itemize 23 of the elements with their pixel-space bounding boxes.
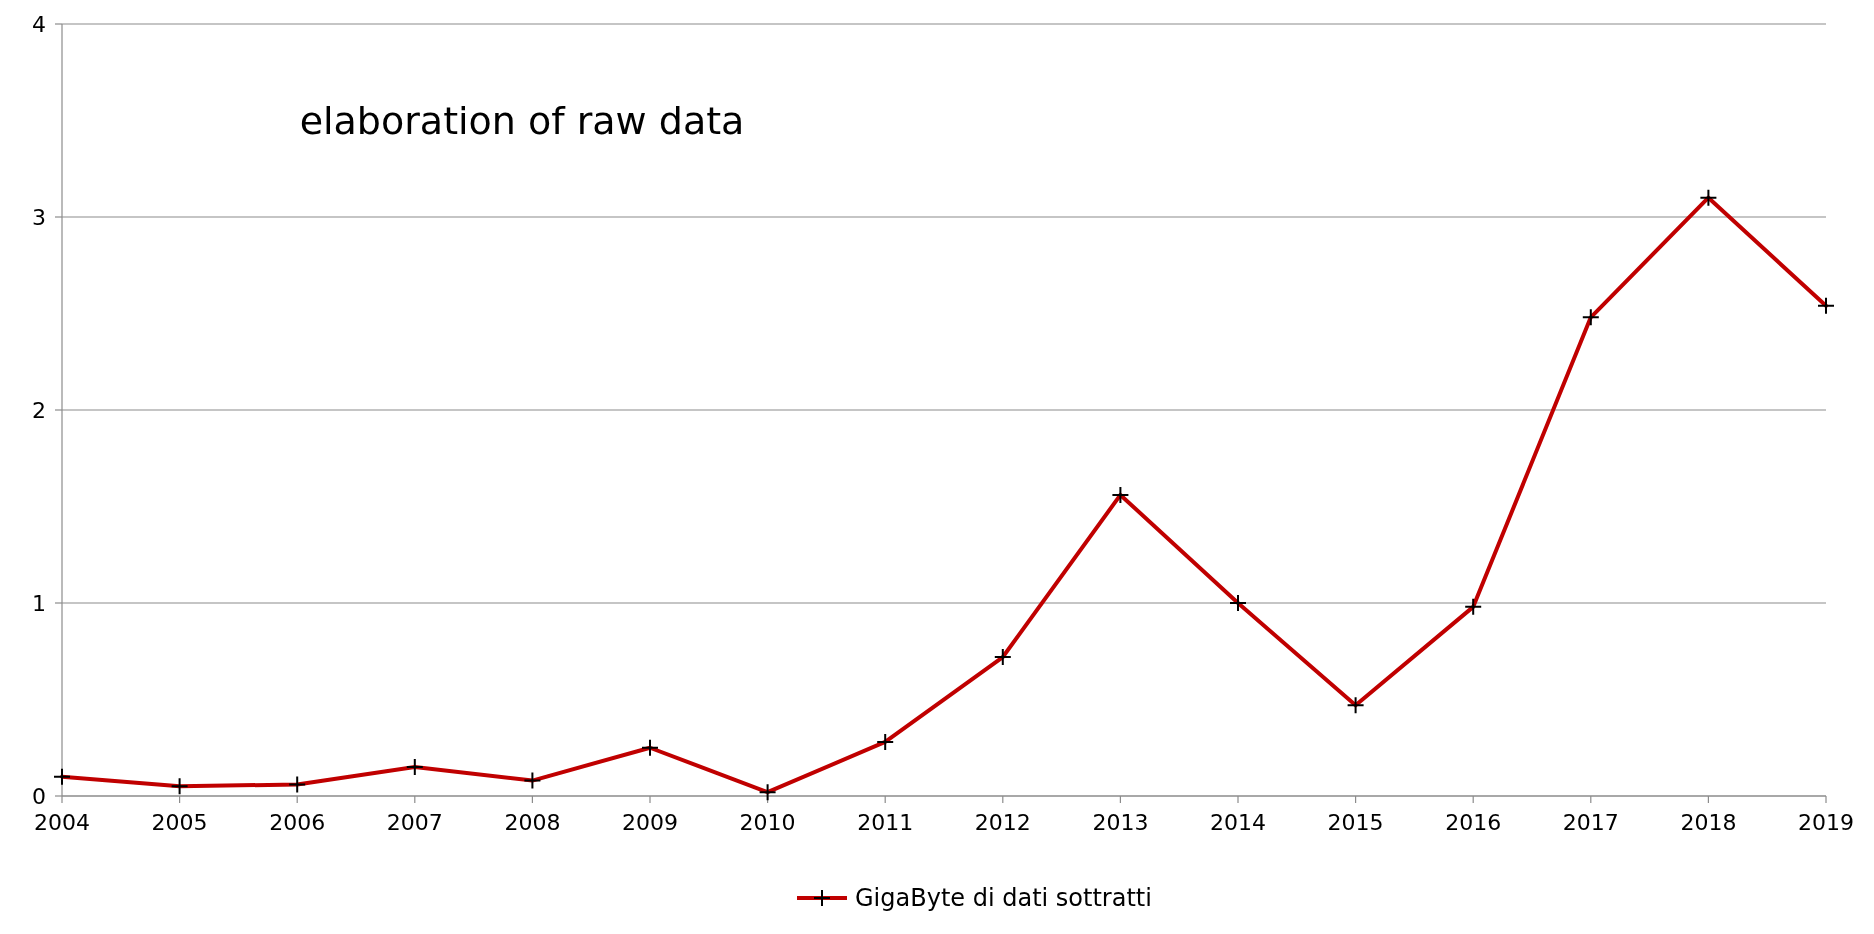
x-tick-label: 2006 [269, 810, 326, 835]
x-tick-label: 2019 [1798, 810, 1854, 835]
x-tick-label: 2010 [739, 810, 796, 835]
y-tick-label: 3 [32, 204, 46, 230]
x-tick-label: 2015 [1327, 810, 1384, 835]
x-tick-label: 2007 [386, 810, 443, 835]
annotation: elaboration of raw data [299, 99, 745, 143]
x-tick-label: 2004 [34, 810, 90, 835]
y-tick-label: 4 [32, 11, 46, 37]
x-tick-label: 2005 [151, 810, 208, 835]
x-tick-label: 2017 [1562, 810, 1619, 835]
x-tick-label: 2016 [1445, 810, 1502, 835]
y-tick-label: 2 [32, 397, 46, 423]
legend-label: GigaByte di dati sottratti [855, 884, 1152, 913]
y-tick-label: 0 [32, 783, 46, 809]
y-tick-label: 1 [32, 590, 46, 616]
x-tick-label: 2013 [1092, 810, 1149, 835]
x-tick-label: 2018 [1680, 810, 1737, 835]
x-tick-label: 2008 [504, 810, 561, 835]
x-tick-label: 2012 [974, 810, 1031, 835]
x-tick-label: 2014 [1210, 810, 1266, 835]
x-tick-label: 2011 [857, 810, 914, 835]
x-tick-label: 2009 [622, 810, 678, 835]
